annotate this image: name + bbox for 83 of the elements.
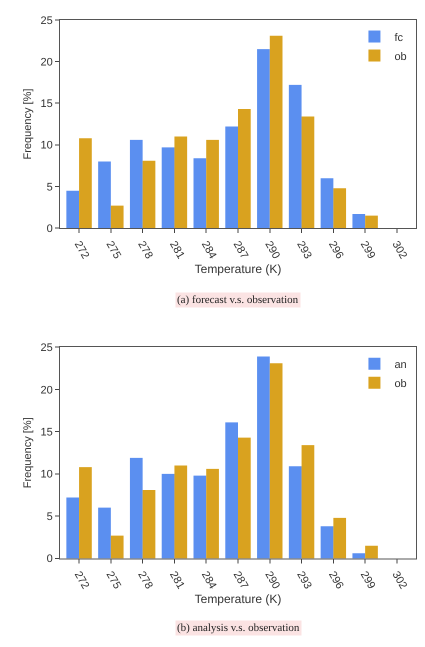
bar xyxy=(110,206,124,228)
bar xyxy=(320,178,334,228)
legend-label: fc xyxy=(394,32,404,44)
x-tick-label: 287 xyxy=(230,239,250,262)
x-axis-title: Temperature (K) xyxy=(194,592,282,606)
bar xyxy=(225,126,238,228)
bar xyxy=(130,458,143,558)
bar xyxy=(302,116,314,228)
bar xyxy=(162,147,174,228)
bar xyxy=(98,508,111,558)
bar xyxy=(66,498,80,558)
bar xyxy=(238,109,251,228)
bar xyxy=(110,536,124,558)
y-tick-label: 15 xyxy=(40,98,53,110)
x-tick-label: 272 xyxy=(72,569,92,592)
x-tick-label: 284 xyxy=(198,239,218,262)
x-tick-label: 299 xyxy=(358,239,378,262)
x-tick-label: 275 xyxy=(104,569,124,592)
y-tick-label: 20 xyxy=(40,384,53,396)
bar xyxy=(98,162,111,228)
bar xyxy=(365,546,378,558)
x-tick-label: 278 xyxy=(135,239,155,262)
bar xyxy=(270,363,282,558)
bar xyxy=(257,356,270,558)
bar xyxy=(194,476,206,558)
x-tick-label: 272 xyxy=(72,239,92,262)
bar xyxy=(142,490,156,558)
bar xyxy=(206,468,219,558)
y-tick-label: 10 xyxy=(40,468,53,481)
x-tick-label: 281 xyxy=(167,239,187,262)
bar xyxy=(206,140,219,228)
y-axis-title: Frequency [%] xyxy=(22,417,34,488)
y-tick-label: 25 xyxy=(40,14,53,27)
bar xyxy=(333,188,346,228)
bar xyxy=(174,136,188,228)
bar xyxy=(79,467,92,558)
bar xyxy=(174,465,188,558)
bar xyxy=(79,138,92,228)
bar xyxy=(270,36,282,228)
bar xyxy=(130,140,143,228)
bar xyxy=(66,190,80,228)
y-tick-label: 20 xyxy=(40,56,53,68)
x-tick-label: 302 xyxy=(390,239,410,262)
y-tick-label: 0 xyxy=(46,553,53,566)
y-tick-label: 5 xyxy=(46,181,53,194)
y-tick-label: 0 xyxy=(46,223,53,236)
bar xyxy=(302,445,314,558)
x-tick-label: 299 xyxy=(358,569,378,592)
bar xyxy=(225,422,238,558)
bar xyxy=(162,474,174,558)
legend-label: ob xyxy=(394,50,407,63)
x-axis-title: Temperature (K) xyxy=(194,262,282,276)
legend-label: ob xyxy=(394,378,407,390)
y-axis-title: Frequency [%] xyxy=(22,88,34,160)
x-tick-label: 290 xyxy=(262,569,282,592)
bar xyxy=(257,49,270,228)
bar xyxy=(320,526,334,558)
bar xyxy=(352,214,366,228)
x-tick-label: 296 xyxy=(326,569,346,592)
bar xyxy=(194,158,206,228)
bar xyxy=(333,518,346,558)
x-tick-label: 287 xyxy=(230,569,250,592)
x-tick-label: 278 xyxy=(135,569,155,592)
legend-label: an xyxy=(394,359,407,372)
x-tick-label: 290 xyxy=(262,239,282,262)
x-tick-label: 296 xyxy=(326,239,346,262)
bar xyxy=(238,438,251,558)
y-tick-label: 15 xyxy=(40,426,53,438)
bar xyxy=(288,84,302,228)
y-tick-label: 5 xyxy=(46,510,53,523)
bar xyxy=(288,466,302,558)
bar xyxy=(142,160,156,228)
x-tick-label: 302 xyxy=(390,569,410,592)
text: (b) analysis v.s. observation xyxy=(177,622,300,634)
y-tick-label: 10 xyxy=(40,140,53,152)
x-tick-label: 275 xyxy=(104,239,124,262)
x-tick-label: 284 xyxy=(198,569,218,592)
bar xyxy=(365,216,378,228)
y-tick-label: 25 xyxy=(40,342,53,354)
text: (a) forecast v.s. observation xyxy=(177,294,299,306)
x-tick-label: 293 xyxy=(294,239,314,262)
x-tick-label: 293 xyxy=(294,569,314,592)
x-tick-label: 281 xyxy=(167,569,187,592)
